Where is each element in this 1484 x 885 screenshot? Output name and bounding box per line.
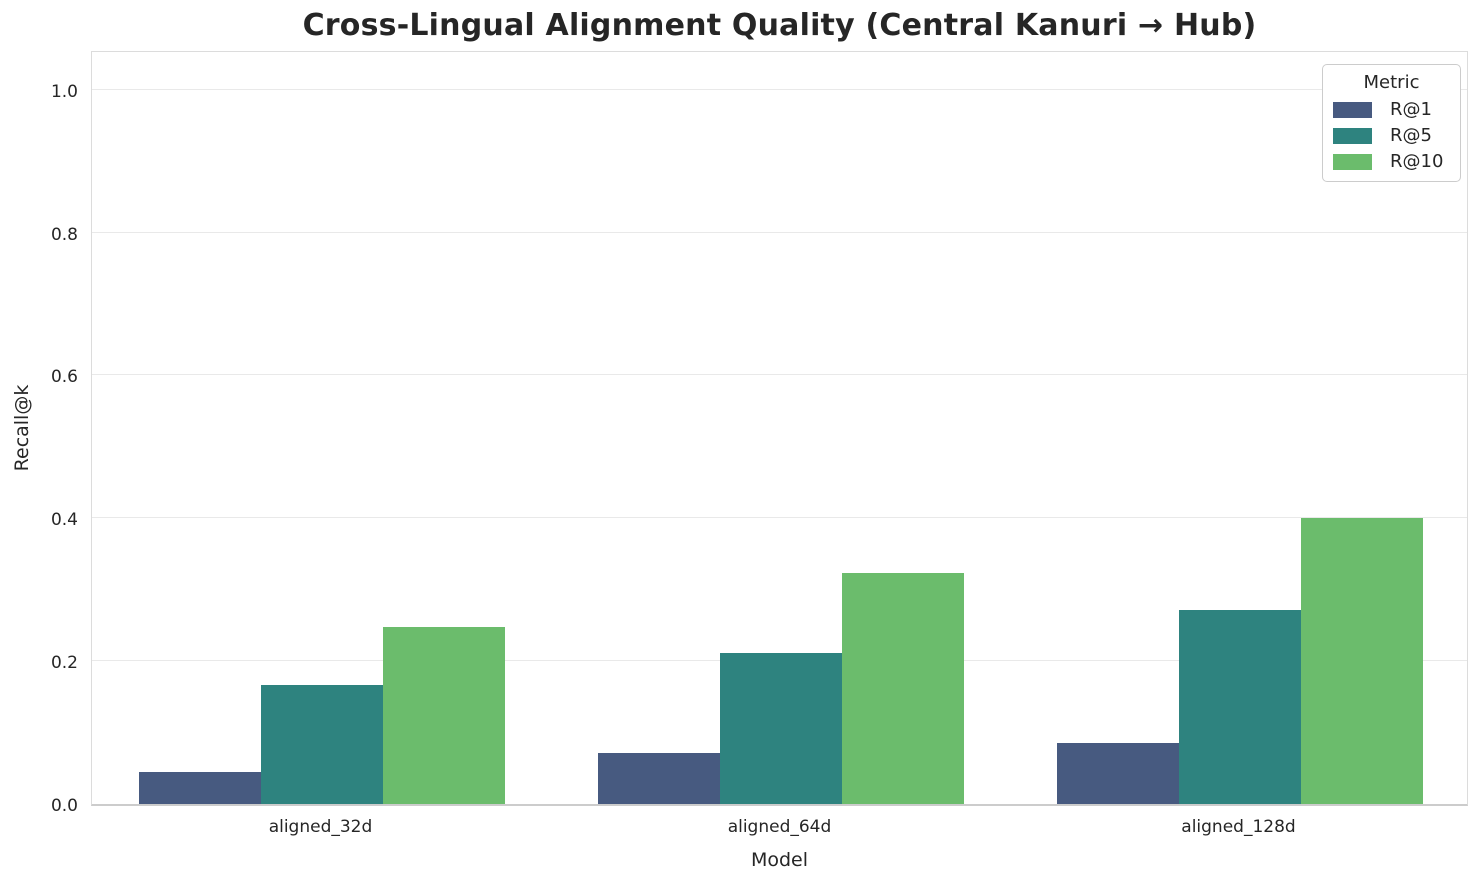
y-tick-0.0: 0.0	[50, 796, 78, 816]
bar-aligned_128d-R@10	[1300, 518, 1423, 804]
chart-title: Cross-Lingual Alignment Quality (Central…	[302, 8, 1257, 43]
bar-aligned_128d-R@5	[1178, 609, 1301, 804]
y-axis-label: Recall@k	[11, 384, 33, 472]
y-tick-0.2: 0.2	[50, 653, 78, 674]
bar-group-aligned_128d	[1010, 52, 1469, 804]
bar-aligned_64d-R@10	[841, 573, 964, 804]
bar-aligned_32d-R@1	[138, 771, 261, 804]
x-tick-aligned_32d: aligned_32d	[268, 817, 373, 837]
gridline-0.4	[92, 517, 1467, 519]
legend-label-R@1: R@1	[1390, 99, 1432, 120]
y-tick-0.8: 0.8	[50, 224, 78, 245]
legend-label-R@10: R@10	[1390, 151, 1444, 172]
legend-title: Metric	[1363, 72, 1420, 93]
y-tick-1.0: 1.0	[50, 81, 78, 102]
y-tick-0.4: 0.4	[50, 510, 78, 531]
x-tick-aligned_128d: aligned_128d	[1181, 817, 1296, 837]
bar-group-aligned_32d	[92, 52, 551, 804]
bar-aligned_32d-R@5	[260, 685, 383, 804]
gridline-0.6	[92, 374, 1467, 376]
bar-aligned_128d-R@1	[1056, 743, 1179, 804]
legend-label-R@5: R@5	[1390, 125, 1432, 146]
gridline-1	[92, 88, 1467, 90]
legend-entry-R@1: R@1	[1333, 99, 1450, 120]
bar-aligned_32d-R@10	[382, 626, 505, 804]
bar-group-aligned_64d	[551, 52, 1010, 804]
legend-swatch-R@1	[1333, 101, 1372, 118]
legend-entry-R@5: R@5	[1333, 125, 1450, 146]
legend-swatch-R@5	[1333, 127, 1372, 144]
legend-swatch-R@10	[1333, 153, 1372, 170]
gridline-0.8	[92, 231, 1467, 233]
legend: Metric R@1 R@5 R@10	[1322, 64, 1461, 182]
legend-entries: R@1 R@5 R@10	[1333, 99, 1450, 172]
x-axis-label: Model	[750, 849, 809, 871]
x-tick-aligned_64d: aligned_64d	[727, 817, 832, 837]
legend-entry-R@10: R@10	[1333, 151, 1450, 172]
bar-aligned_64d-R@1	[597, 753, 720, 804]
plot-area: Metric R@1 R@5 R@10	[91, 51, 1468, 806]
bar-aligned_64d-R@5	[719, 652, 842, 804]
y-tick-0.6: 0.6	[50, 367, 78, 388]
